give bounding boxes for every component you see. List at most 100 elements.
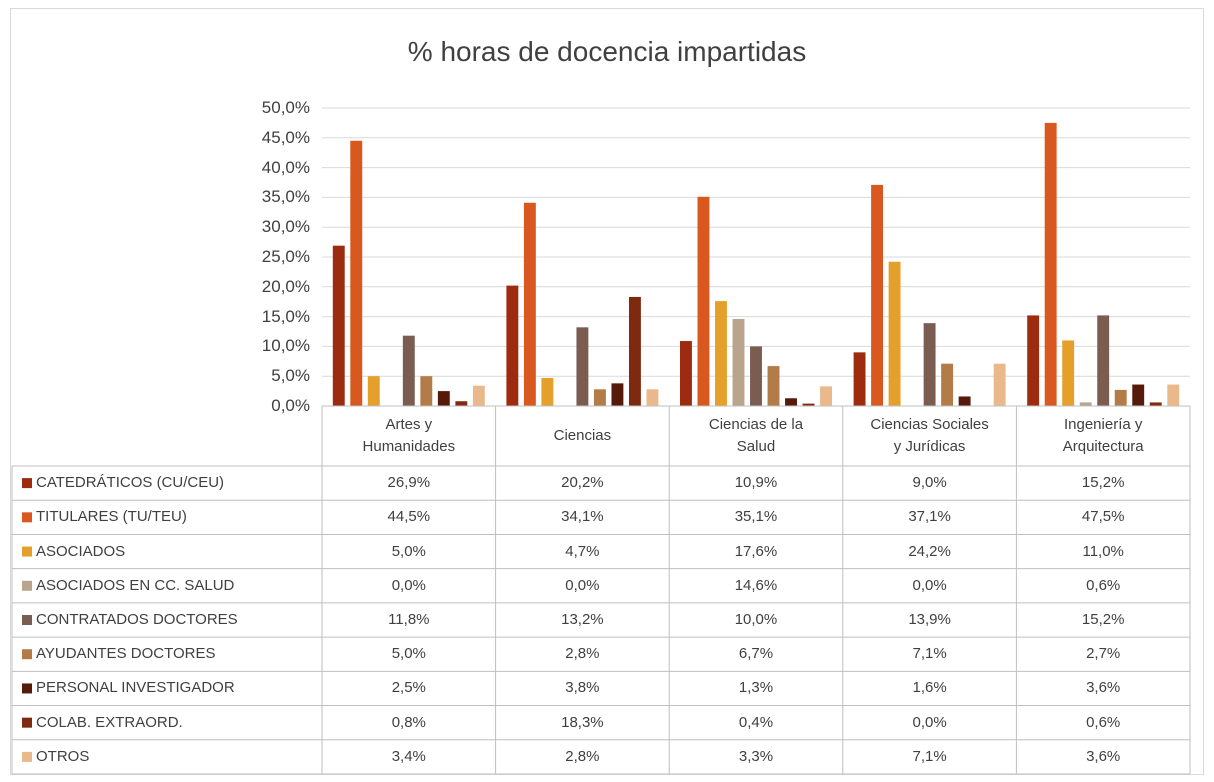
bar bbox=[402, 335, 415, 406]
table-value: 0,4% bbox=[738, 713, 774, 731]
category-label: Artes y Humanidades bbox=[362, 416, 456, 455]
table-value: 0,6% bbox=[1086, 576, 1121, 594]
category-label: Ciencias bbox=[553, 427, 612, 444]
y-tick-label: 0,0% bbox=[271, 396, 310, 415]
y-tick-label: 10,0% bbox=[261, 336, 310, 356]
legend-key bbox=[22, 512, 32, 523]
table-value: 24,2% bbox=[908, 542, 951, 560]
bar bbox=[593, 389, 606, 406]
table-value: 7,1% bbox=[912, 645, 947, 663]
legend-label: OTROS bbox=[36, 747, 90, 765]
y-tick-label: 45,0% bbox=[261, 127, 310, 147]
bar bbox=[1149, 402, 1162, 406]
bar bbox=[820, 386, 832, 406]
bar bbox=[680, 341, 692, 406]
bar bbox=[1062, 340, 1075, 406]
legend-label: CATEDRÁTICOS (CU/CEU) bbox=[36, 474, 225, 492]
legend-label: AYUDANTES DOCTORES bbox=[36, 645, 216, 663]
table-value: 14,6% bbox=[734, 576, 778, 594]
y-tick-label: 50,0% bbox=[261, 98, 310, 117]
table-value: 6,7% bbox=[738, 645, 774, 663]
table-value: 47,5% bbox=[1081, 508, 1125, 526]
bar bbox=[1167, 384, 1180, 406]
bar bbox=[455, 401, 468, 406]
category-label: Ciencias de la Salud bbox=[708, 416, 804, 455]
y-tick-label: 5,0% bbox=[271, 366, 310, 386]
legend-key bbox=[22, 546, 32, 557]
bar bbox=[767, 366, 780, 406]
chart-title: % horas de docencia impartidas bbox=[407, 36, 807, 67]
legend-key bbox=[22, 717, 32, 728]
legend-label: PERSONAL INVESTIGADOR bbox=[36, 679, 235, 697]
bar bbox=[1132, 384, 1145, 406]
table-value: 2,8% bbox=[565, 645, 600, 663]
bar bbox=[923, 323, 936, 406]
bar bbox=[888, 261, 901, 406]
bar bbox=[697, 196, 710, 406]
category-label: Ciencias Sociales y Jurídicas bbox=[870, 416, 989, 455]
bar bbox=[1114, 389, 1127, 406]
legend-key bbox=[22, 580, 32, 591]
legend-label: COLAB. EXTRAORD. bbox=[36, 713, 183, 731]
table-value: 2,8% bbox=[565, 747, 600, 765]
table-value: 0,0% bbox=[912, 576, 947, 594]
bar bbox=[785, 398, 797, 406]
bar bbox=[523, 202, 536, 406]
bar bbox=[941, 363, 954, 406]
bar bbox=[611, 383, 624, 406]
y-tick-label: 35,0% bbox=[261, 187, 310, 207]
table-value: 0,0% bbox=[391, 576, 426, 594]
table-value: 10,9% bbox=[734, 474, 778, 492]
table-value: 15,2% bbox=[1081, 474, 1125, 492]
bar bbox=[993, 363, 1006, 406]
bar bbox=[958, 396, 971, 406]
legend-key bbox=[22, 478, 32, 489]
bar bbox=[350, 140, 363, 406]
table-value: 1,6% bbox=[912, 679, 947, 697]
bar bbox=[1044, 122, 1057, 407]
table-value: 17,6% bbox=[734, 542, 778, 560]
bar bbox=[1079, 402, 1092, 406]
y-tick-label: 25,0% bbox=[261, 247, 310, 266]
table-value: 0,6% bbox=[1086, 713, 1121, 731]
bar bbox=[472, 385, 485, 406]
table-value: 2,5% bbox=[391, 679, 426, 697]
table-value: 0,8% bbox=[391, 713, 426, 731]
table-value: 9,0% bbox=[912, 474, 947, 492]
bar bbox=[541, 377, 554, 406]
legend-label: ASOCIADOS bbox=[36, 542, 126, 560]
table-value: 3,3% bbox=[738, 747, 774, 765]
table-value: 10,0% bbox=[734, 611, 778, 628]
table-value: 4,7% bbox=[565, 542, 600, 560]
legend-key bbox=[22, 751, 32, 762]
table-value: 5,0% bbox=[391, 542, 426, 560]
legend-label: TITULARES (TU/TEU) bbox=[36, 508, 187, 526]
bar bbox=[576, 327, 589, 406]
bar bbox=[853, 352, 866, 406]
table-value: 13,2% bbox=[561, 611, 604, 628]
table-value: 34,1% bbox=[561, 508, 604, 526]
table-value: 11,8% bbox=[388, 611, 430, 628]
bar bbox=[420, 376, 433, 406]
category-label: Ingeniería y Arquitectura bbox=[1062, 416, 1144, 455]
bar bbox=[871, 184, 884, 406]
table-value: 3,6% bbox=[1086, 747, 1121, 765]
bar bbox=[715, 301, 727, 406]
table-value: 35,1% bbox=[734, 508, 778, 526]
table-value: 0,0% bbox=[912, 713, 947, 731]
y-tick-label: 15,0% bbox=[261, 306, 310, 326]
bar bbox=[646, 389, 659, 406]
table-value: 11,0% bbox=[1082, 542, 1124, 560]
table-value: 18,3% bbox=[561, 713, 604, 731]
y-tick-label: 40,0% bbox=[261, 157, 310, 177]
table-value: 44,5% bbox=[387, 508, 431, 526]
table-value: 5,0% bbox=[391, 645, 426, 663]
table-value: 26,9% bbox=[387, 474, 431, 492]
bar bbox=[367, 376, 380, 406]
bar bbox=[628, 296, 641, 406]
table-value: 3,4% bbox=[391, 747, 426, 765]
legend-key bbox=[22, 615, 32, 625]
table-value: 1,3% bbox=[738, 679, 774, 697]
